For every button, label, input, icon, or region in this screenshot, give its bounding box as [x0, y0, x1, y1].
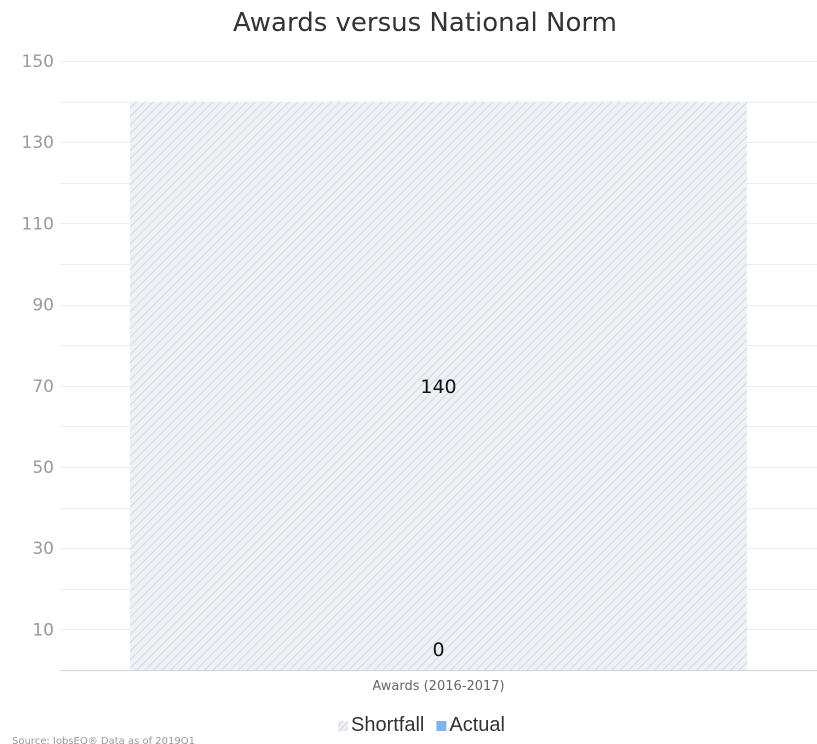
x-axis-categories: Awards (2016-2017): [372, 679, 504, 694]
y-tick-label: 10: [32, 620, 54, 640]
chart-title: Awards versus National Norm: [233, 8, 617, 38]
legend[interactable]: Shortfall Actual: [338, 714, 505, 736]
legend-label: Shortfall: [351, 714, 424, 736]
x-category-label: Awards (2016-2017): [372, 679, 504, 694]
legend-item-actual[interactable]: Actual: [436, 714, 505, 736]
legend-item-shortfall[interactable]: Shortfall: [338, 714, 424, 736]
legend-swatch: [436, 721, 447, 731]
bar-shortfall[interactable]: [130, 101, 747, 671]
source-note: Source: JobsEQ® Data as of 2019Q1: [12, 736, 195, 744]
y-tick-label: 150: [22, 52, 54, 72]
data-label-actual: 0: [432, 639, 444, 661]
y-axis-ticks: 10 30 50 70 90 110 130 150: [22, 52, 54, 640]
y-tick-label: 130: [22, 133, 54, 153]
data-labels: 0 140: [420, 376, 456, 661]
y-tick-label: 90: [32, 296, 54, 316]
y-tick-label: 70: [32, 377, 54, 397]
y-tick-label: 50: [32, 458, 54, 478]
y-tick-label: 110: [22, 214, 54, 234]
bars: [130, 101, 747, 671]
y-tick-label: 30: [32, 539, 54, 559]
legend-label: Actual: [449, 714, 505, 736]
legend-swatch: [338, 721, 348, 731]
data-label-shortfall: 140: [420, 376, 456, 398]
